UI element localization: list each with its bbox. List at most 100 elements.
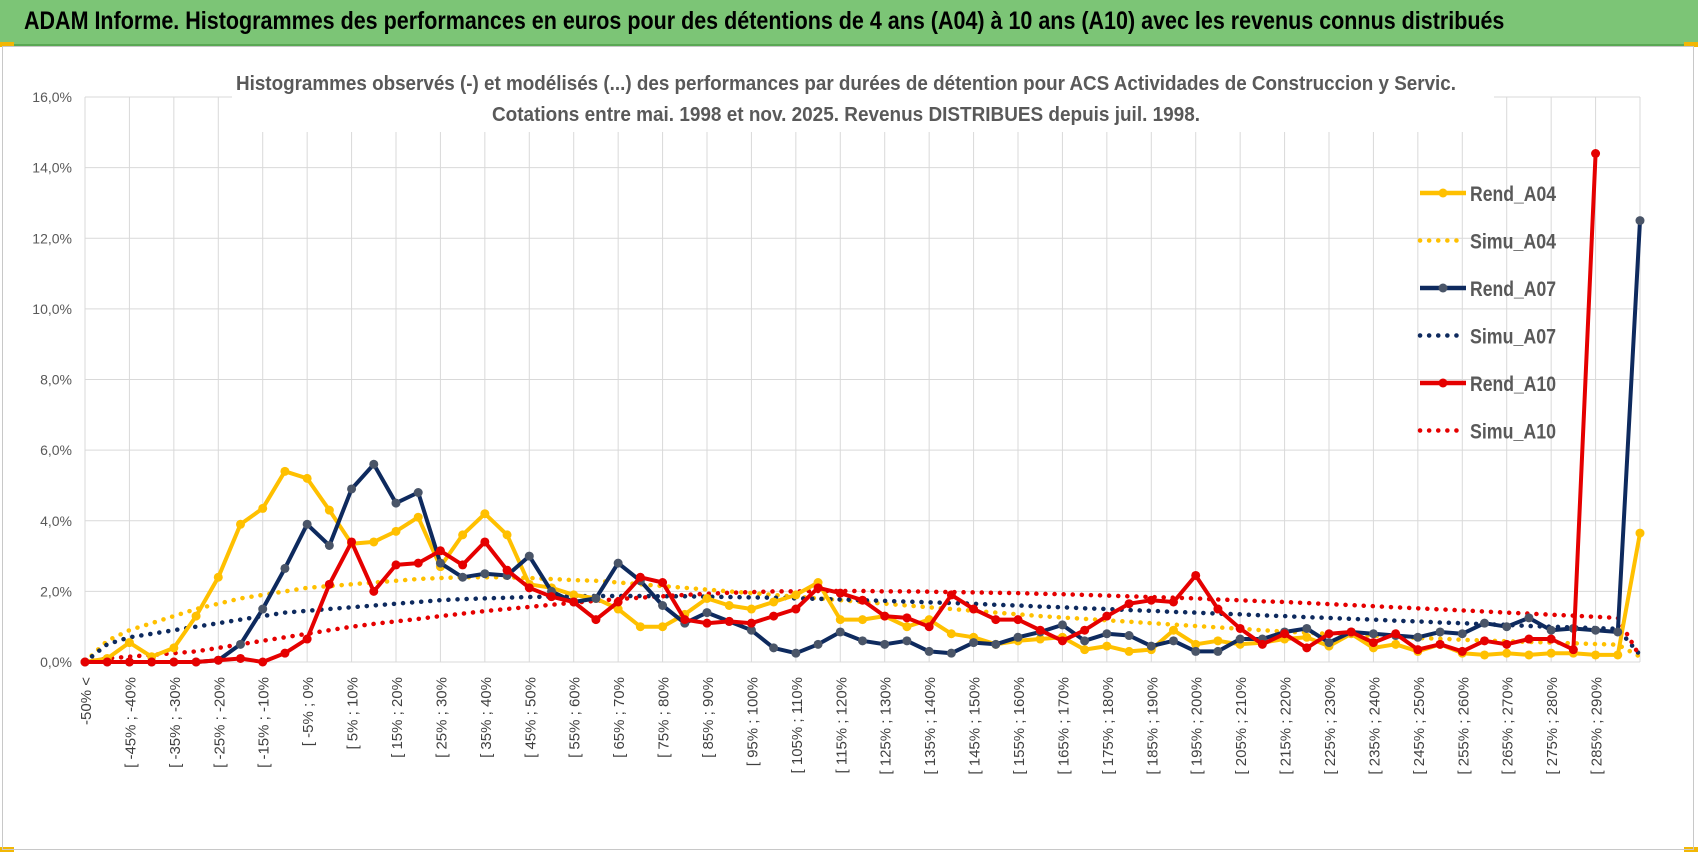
x-tick-label: [ 5% ; 10% (345, 677, 362, 750)
point-Rend_A10 (1568, 645, 1578, 655)
point-Rend_A07 (413, 488, 423, 497)
point-Rend_A07 (458, 572, 468, 582)
point-Rend_A10 (1413, 645, 1423, 655)
corner-mark (1684, 42, 1698, 47)
x-tick-label: [ -45% ; -40% (122, 677, 139, 768)
point-Rend_A04 (791, 590, 801, 600)
point-Rend_A04 (1546, 648, 1556, 658)
point-Rend_A04 (169, 643, 179, 653)
point-Rend_A10 (1368, 638, 1378, 648)
point-Rend_A04 (569, 590, 579, 600)
x-tick-label: [ 55% ; 60% (567, 677, 584, 758)
point-Rend_A07 (746, 625, 756, 635)
point-Rend_A10 (635, 572, 645, 582)
point-Rend_A10 (680, 615, 690, 625)
point-Rend_A10 (502, 565, 512, 575)
point-Rend_A04 (1080, 645, 1090, 655)
point-Rend_A10 (191, 657, 201, 667)
x-tick-label: [ 285% ; 290% (1589, 677, 1606, 775)
point-Rend_A04 (258, 503, 268, 513)
point-Rend_A07 (1013, 632, 1023, 642)
point-Rend_A07 (658, 601, 668, 610)
point-Rend_A10 (1146, 595, 1156, 605)
point-Rend_A04 (1613, 650, 1623, 660)
y-tick-label: 12,0% (32, 230, 72, 246)
point-Rend_A04 (302, 473, 312, 483)
x-tick-label: [ -25% ; -20% (211, 677, 228, 768)
point-Rend_A07 (1191, 646, 1201, 656)
point-Rend_A04 (1302, 632, 1312, 642)
series-Simu_A10 (82, 588, 1643, 665)
point-Rend_A07 (1057, 620, 1067, 630)
point-Rend_A07 (924, 646, 934, 656)
point-Rend_A07 (524, 551, 534, 561)
point-Rend_A07 (858, 636, 867, 646)
point-Rend_A10 (147, 657, 157, 667)
point-Rend_A07 (1435, 627, 1445, 637)
point-Rend_A10 (746, 618, 756, 628)
point-Rend_A10 (569, 597, 579, 607)
point-Rend_A04 (369, 537, 379, 547)
legend-label: Simu_A07 (1470, 326, 1556, 349)
legend-item-Simu_A04: Simu_A04 (1417, 231, 1556, 254)
point-Rend_A10 (791, 604, 801, 614)
point-Rend_A10 (102, 657, 112, 667)
point-Rend_A07 (702, 608, 712, 618)
point-Rend_A10 (1257, 639, 1267, 649)
y-tick-label: 4,0% (40, 513, 72, 529)
y-tick-label: 0,0% (40, 654, 72, 670)
point-Rend_A10 (1013, 615, 1023, 625)
y-tick-label: 6,0% (40, 442, 72, 458)
point-Rend_A04 (1480, 650, 1489, 660)
x-tick-label: [ 15% ; 20% (389, 677, 406, 758)
point-Rend_A10 (1169, 597, 1178, 607)
point-Rend_A10 (258, 657, 268, 667)
y-tick-label: 14,0% (32, 160, 72, 176)
x-tick-label: [ 95% ; 100% (744, 677, 761, 766)
series-Rend_A04 (80, 466, 1645, 667)
point-Rend_A07 (1546, 625, 1556, 635)
point-Rend_A04 (236, 519, 245, 529)
point-Rend_A04 (613, 604, 623, 614)
series-layer (80, 149, 1645, 667)
x-tick-label: [ 25% ; 30% (433, 677, 450, 758)
point-Rend_A07 (1524, 613, 1534, 623)
legend: Rend_A04 Simu_A04 Rend_A07 Simu_A07 Rend_A10… (1417, 183, 1556, 444)
point-Rend_A04 (502, 530, 512, 540)
point-Rend_A07 (791, 648, 801, 658)
y-tick-label: 2,0% (40, 583, 72, 599)
point-Rend_A04 (1502, 648, 1512, 658)
point-Rend_A04 (746, 604, 756, 614)
x-tick-label: [ 235% ; 240% (1366, 677, 1383, 775)
x-tick-label: [ -5% ; 0% (300, 677, 317, 746)
x-tick-label: [ 175% ; 180% (1100, 677, 1117, 775)
legend-label: Simu_A04 (1470, 231, 1556, 254)
title-background (232, 64, 1494, 132)
point-Rend_A04 (391, 526, 401, 536)
point-Rend_A07 (1457, 629, 1467, 639)
point-Rend_A07 (1635, 216, 1645, 226)
point-Rend_A10 (1457, 646, 1467, 656)
x-tick-label: [ 255% ; 260% (1455, 677, 1472, 775)
series-Simu_A07 (82, 593, 1643, 665)
point-Rend_A07 (1146, 641, 1156, 651)
point-Rend_A07 (1413, 632, 1423, 642)
point-Rend_A10 (658, 578, 668, 588)
point-Rend_A10 (1324, 629, 1334, 639)
chart-subtitle: Cotations entre mai. 1998 et nov. 2025. … (492, 104, 1200, 126)
point-Rend_A07 (435, 558, 445, 568)
point-Rend_A10 (236, 653, 245, 663)
point-Rend_A04 (124, 638, 134, 648)
point-Rend_A04 (1102, 641, 1112, 651)
point-Rend_A10 (1235, 623, 1245, 633)
point-Rend_A07 (1302, 623, 1312, 633)
point-Rend_A04 (458, 530, 468, 540)
point-Rend_A10 (169, 657, 179, 667)
series-Rend_A10 (80, 149, 1601, 667)
x-tick-label: [ 145% ; 150% (967, 677, 984, 775)
point-Rend_A10 (858, 595, 867, 605)
point-Rend_A04 (1124, 646, 1134, 656)
point-Rend_A07 (1080, 636, 1090, 646)
y-tick-label: 8,0% (40, 372, 72, 388)
